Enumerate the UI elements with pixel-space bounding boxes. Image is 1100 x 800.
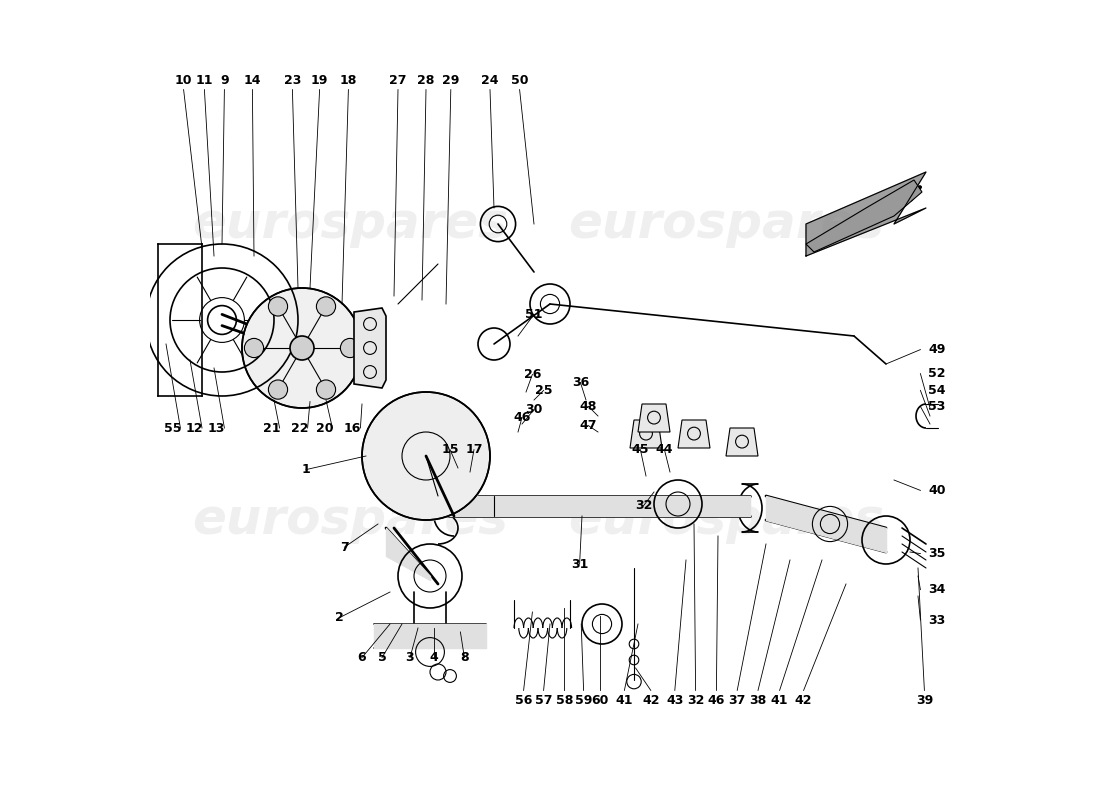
Text: eurospares: eurospares	[568, 200, 884, 248]
Text: 14: 14	[244, 74, 261, 86]
Text: 17: 17	[465, 443, 483, 456]
Text: 55: 55	[164, 422, 182, 434]
Text: 16: 16	[343, 422, 361, 434]
Text: 20: 20	[316, 422, 333, 434]
Text: 52: 52	[928, 367, 946, 380]
Text: 15: 15	[441, 443, 459, 456]
Text: 60: 60	[592, 694, 609, 706]
Text: 50: 50	[510, 74, 528, 86]
Text: 34: 34	[928, 583, 946, 596]
Text: 3: 3	[406, 651, 415, 664]
Text: 46: 46	[707, 694, 725, 706]
Text: 42: 42	[642, 694, 660, 706]
Text: 46: 46	[514, 411, 530, 424]
Text: 4: 4	[430, 651, 439, 664]
Text: 58: 58	[556, 694, 573, 706]
Polygon shape	[354, 308, 386, 388]
Text: 47: 47	[580, 419, 597, 432]
Text: 32: 32	[686, 694, 704, 706]
Polygon shape	[638, 404, 670, 432]
Text: 59: 59	[575, 694, 592, 706]
Circle shape	[290, 336, 314, 360]
Text: 25: 25	[535, 384, 552, 397]
Text: 53: 53	[928, 400, 946, 413]
Text: 48: 48	[580, 400, 597, 413]
Text: 38: 38	[749, 694, 767, 706]
Text: 36: 36	[572, 376, 588, 389]
Circle shape	[317, 297, 336, 316]
Polygon shape	[630, 420, 662, 448]
Polygon shape	[678, 420, 710, 448]
Circle shape	[317, 380, 336, 399]
Text: 30: 30	[526, 403, 542, 416]
Text: 11: 11	[196, 74, 213, 86]
Text: 18: 18	[340, 74, 358, 86]
Text: 33: 33	[928, 614, 946, 626]
Polygon shape	[726, 428, 758, 456]
Text: 31: 31	[571, 558, 588, 570]
Text: 8: 8	[460, 651, 469, 664]
Text: eurospares: eurospares	[192, 200, 508, 248]
Text: 35: 35	[928, 547, 946, 560]
Text: 44: 44	[656, 443, 673, 456]
Text: 57: 57	[535, 694, 552, 706]
Text: 54: 54	[928, 384, 946, 397]
Text: 41: 41	[771, 694, 789, 706]
Polygon shape	[806, 180, 922, 252]
Circle shape	[340, 338, 360, 358]
Text: 42: 42	[795, 694, 812, 706]
Text: 29: 29	[442, 74, 460, 86]
Text: 6: 6	[358, 651, 366, 664]
Text: 21: 21	[263, 422, 280, 434]
Circle shape	[244, 338, 264, 358]
Text: 32: 32	[635, 499, 652, 512]
Text: 37: 37	[728, 694, 746, 706]
Text: 41: 41	[616, 694, 634, 706]
Circle shape	[268, 297, 287, 316]
Text: 2: 2	[336, 611, 344, 624]
Text: 7: 7	[340, 541, 349, 554]
Text: 40: 40	[928, 484, 946, 497]
Text: eurospares: eurospares	[568, 496, 884, 544]
Text: 13: 13	[208, 422, 226, 434]
Text: 27: 27	[389, 74, 407, 86]
Text: 45: 45	[631, 443, 649, 456]
Polygon shape	[806, 172, 926, 256]
Text: 28: 28	[417, 74, 434, 86]
Text: 10: 10	[175, 74, 192, 86]
Text: 56: 56	[515, 694, 532, 706]
Text: 22: 22	[290, 422, 308, 434]
Text: 51: 51	[526, 308, 542, 321]
Text: 1: 1	[301, 463, 310, 476]
Text: 9: 9	[220, 74, 229, 86]
Text: 39: 39	[916, 694, 933, 706]
Text: 12: 12	[185, 422, 202, 434]
Text: 26: 26	[524, 368, 541, 381]
Circle shape	[268, 380, 287, 399]
Text: 19: 19	[311, 74, 328, 86]
Text: 5: 5	[377, 651, 386, 664]
Text: 23: 23	[284, 74, 301, 86]
Text: 43: 43	[667, 694, 683, 706]
Text: eurospares: eurospares	[192, 496, 508, 544]
Text: 49: 49	[928, 343, 946, 356]
Text: 24: 24	[482, 74, 498, 86]
